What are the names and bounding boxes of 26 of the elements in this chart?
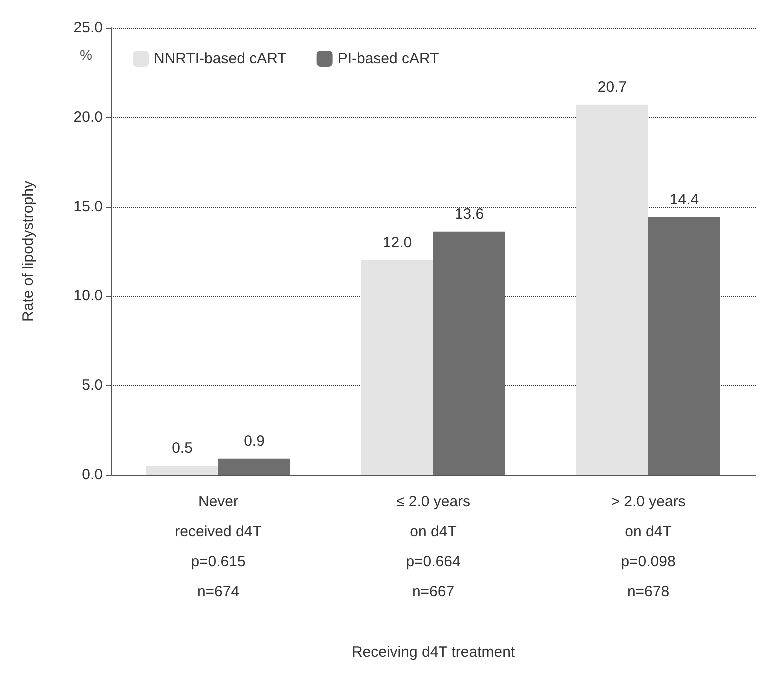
bar: [218, 458, 290, 475]
data-label: 20.7: [598, 78, 628, 96]
legend-label: PI-based cART: [338, 50, 440, 68]
y-tick-label: 25.0: [74, 20, 103, 36]
y-tick-label: 0.0: [82, 466, 103, 484]
x-tick-label: ≤ 2.0 years on d4T p=0.664 n=667: [396, 494, 471, 600]
text: %: [80, 47, 92, 63]
y-axis-title: Rate of lipodystrophy: [20, 180, 37, 322]
legend-label: NNRTI-based cART: [154, 50, 287, 68]
y-tick-label: 15.0: [74, 198, 103, 216]
y-tick-label: 10.0: [74, 288, 103, 305]
bar: [146, 466, 218, 475]
data-label: 0.5: [172, 440, 193, 458]
x-tick-label: > 2.0 years on d4T p=0.098 n=678: [611, 494, 686, 600]
data-label: 14.4: [670, 192, 700, 209]
bar: [648, 218, 720, 475]
bar: [434, 232, 506, 475]
data-label: 12.0: [382, 234, 412, 252]
data-label: 0.9: [244, 432, 265, 450]
bar: [362, 260, 434, 475]
y-tick-label: 5.0: [82, 377, 103, 394]
data-label: 13.6: [454, 206, 484, 223]
y-tick-label: 20.0: [74, 108, 103, 126]
bar: [576, 104, 648, 475]
x-axis-title: Receiving d4T treatment: [352, 644, 516, 661]
x-tick-label: Never received d4T p=0.615 n=674: [175, 494, 262, 600]
